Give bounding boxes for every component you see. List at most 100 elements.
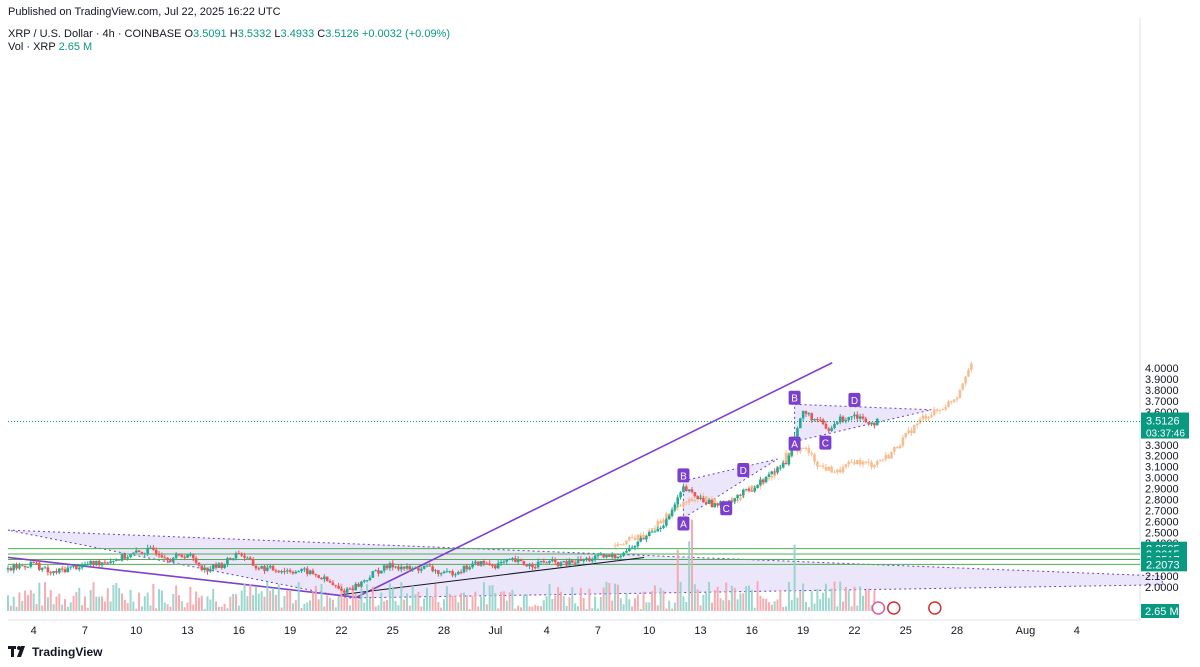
price-candle[interactable] [813, 419, 816, 421]
price-candle[interactable] [784, 463, 788, 465]
price-candle[interactable] [462, 565, 466, 573]
price-candle[interactable] [673, 504, 677, 510]
price-candle[interactable] [362, 580, 366, 582]
symbol-title[interactable]: XRP / U.S. Dollar · 4h · COINBASE [8, 28, 182, 40]
price-candle[interactable] [864, 418, 868, 423]
projection-candle[interactable] [685, 501, 688, 503]
projection-candle[interactable] [704, 496, 708, 502]
price-candle[interactable] [870, 422, 873, 425]
price-candle[interactable] [402, 566, 406, 569]
price-candle[interactable] [260, 566, 263, 569]
price-candle[interactable] [72, 565, 75, 567]
price-candle[interactable] [608, 554, 611, 557]
price-candle[interactable] [442, 571, 446, 574]
projection-candle[interactable] [807, 447, 811, 454]
price-candle[interactable] [120, 554, 124, 561]
price-candle[interactable] [551, 559, 554, 561]
price-candle[interactable] [730, 500, 734, 502]
price-candle[interactable] [491, 565, 494, 567]
price-candle[interactable] [482, 561, 486, 564]
projection-candle[interactable] [713, 498, 717, 504]
price-candle[interactable] [58, 568, 61, 573]
projection-candle[interactable] [893, 447, 896, 452]
price-candle[interactable] [850, 416, 853, 418]
projection-candle[interactable] [935, 409, 939, 411]
price-candle[interactable] [382, 565, 386, 571]
price-candle[interactable] [274, 570, 278, 572]
price-candle[interactable] [428, 565, 432, 567]
projection-candle[interactable] [961, 383, 965, 390]
price-candle[interactable] [106, 562, 110, 564]
price-candle[interactable] [633, 545, 637, 548]
abcd-marker[interactable] [788, 436, 801, 451]
price-candle[interactable] [257, 568, 261, 570]
price-candle[interactable] [656, 528, 660, 532]
price-candle[interactable] [254, 565, 258, 569]
price-candle[interactable] [796, 428, 799, 437]
price-candle[interactable] [593, 555, 597, 560]
projection-candle[interactable] [650, 528, 654, 531]
price-candle[interactable] [773, 471, 776, 473]
price-candle[interactable] [702, 497, 705, 503]
price-candle[interactable] [220, 563, 224, 569]
price-candle[interactable] [388, 563, 392, 569]
price-candle[interactable] [169, 560, 172, 562]
projection-candle[interactable] [619, 544, 623, 546]
price-candle[interactable] [15, 564, 18, 569]
projection-candle[interactable] [967, 369, 970, 377]
price-candle[interactable] [368, 577, 372, 581]
price-candle[interactable] [665, 519, 668, 526]
projection-candle[interactable] [653, 528, 657, 530]
projection-candle[interactable] [813, 454, 816, 462]
price-candle[interactable] [511, 558, 514, 560]
price-candle[interactable] [280, 571, 283, 573]
price-candle[interactable] [243, 555, 246, 558]
projection-candle[interactable] [770, 476, 774, 478]
price-candle[interactable] [109, 561, 112, 564]
price-candle[interactable] [468, 567, 471, 570]
price-candle[interactable] [457, 571, 460, 575]
price-candle[interactable] [559, 562, 563, 567]
price-candle[interactable] [291, 571, 295, 574]
price-candle[interactable] [459, 571, 463, 573]
price-candle[interactable] [599, 554, 603, 556]
price-candle[interactable] [471, 563, 474, 568]
abcd-marker[interactable] [677, 468, 690, 483]
brand-name[interactable]: TradingView [32, 645, 103, 659]
price-candle[interactable] [6, 568, 10, 570]
volume-tag[interactable] [1141, 604, 1179, 618]
projection-candle[interactable] [853, 462, 856, 465]
price-candle[interactable] [132, 552, 135, 554]
projection-candle[interactable] [913, 425, 916, 433]
price-candle[interactable] [320, 577, 323, 580]
price-candle[interactable] [713, 503, 717, 508]
projection-candle[interactable] [924, 415, 927, 419]
price-candle[interactable] [211, 564, 215, 570]
price-candle[interactable] [804, 411, 808, 414]
price-candle[interactable] [605, 554, 608, 558]
price-candle[interactable] [485, 563, 489, 565]
price-candle[interactable] [548, 560, 551, 563]
projection-candle[interactable] [890, 451, 893, 459]
price-candle[interactable] [246, 557, 249, 559]
projection-candle[interactable] [636, 534, 640, 541]
price-candle[interactable] [670, 509, 674, 517]
price-candle[interactable] [562, 561, 566, 563]
projection-candle[interactable] [816, 461, 819, 467]
price-candle[interactable] [92, 560, 95, 566]
price-candle[interactable] [43, 567, 47, 569]
price-candle[interactable] [385, 565, 389, 569]
abcd-marker[interactable] [788, 390, 801, 405]
last-price-tag[interactable] [1141, 412, 1189, 439]
price-candle[interactable] [508, 559, 511, 561]
projection-candle[interactable] [656, 521, 660, 529]
price-candle[interactable] [790, 447, 794, 456]
price-candle[interactable] [337, 585, 340, 589]
price-candle[interactable] [699, 497, 702, 499]
price-candle[interactable] [268, 565, 272, 568]
projection-candle[interactable] [878, 460, 882, 462]
projection-candle[interactable] [844, 464, 848, 468]
price-candle[interactable] [474, 561, 477, 564]
event-icon[interactable] [928, 601, 942, 615]
